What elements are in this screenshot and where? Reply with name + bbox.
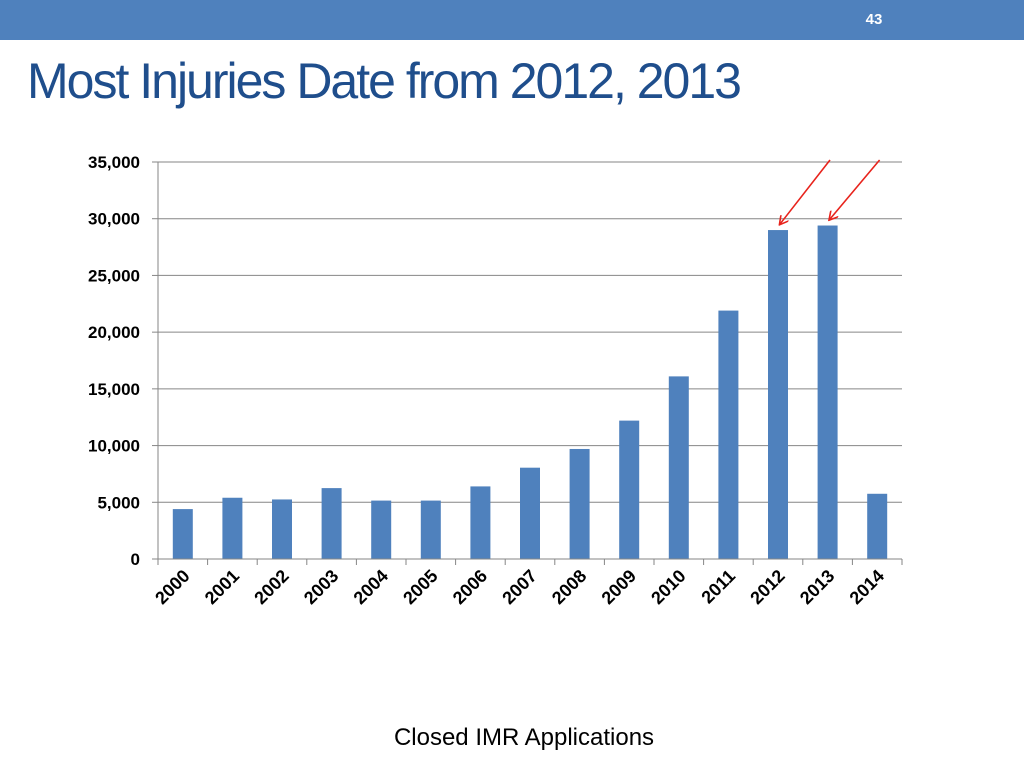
y-tick-label: 25,000	[88, 266, 140, 285]
bar-2008	[569, 448, 590, 559]
y-tick-label: 0	[131, 550, 140, 569]
bar-2005	[420, 500, 441, 559]
y-tick-label: 15,000	[88, 380, 140, 399]
bar-2011	[718, 310, 739, 559]
x-tick-label: 2002	[250, 566, 292, 608]
x-tick-label: 2012	[746, 566, 788, 608]
x-tick-label: 2001	[201, 566, 243, 608]
bar-2010	[668, 376, 689, 559]
bar-2001	[222, 497, 243, 559]
x-tick-label: 2014	[846, 566, 888, 608]
y-tick-label: 20,000	[88, 323, 140, 342]
bar-2012	[768, 230, 788, 560]
x-tick-label: 2004	[350, 566, 392, 608]
annotation-arrow-2013	[830, 159, 881, 220]
y-tick-label: 35,000	[88, 153, 140, 172]
x-tick-label: 2013	[796, 566, 838, 608]
bar-2009	[619, 420, 640, 559]
bar-2014	[867, 493, 888, 559]
bar-2013	[817, 225, 838, 559]
y-tick-label: 5,000	[97, 493, 140, 512]
x-tick-label: 2003	[300, 566, 342, 608]
x-tick-label: 2008	[548, 566, 590, 608]
x-tick-label: 2009	[598, 566, 640, 608]
chart-caption: Closed IMR Applications	[393, 724, 655, 751]
header-bar	[0, 0, 1024, 40]
bar-2006	[470, 486, 491, 559]
x-tick-label: 2010	[647, 566, 689, 608]
x-tick-label: 2000	[151, 566, 193, 608]
bar-2000	[172, 509, 193, 559]
bar-2002	[272, 499, 292, 559]
bar-2007	[520, 467, 540, 559]
y-tick-label: 10,000	[88, 437, 140, 456]
bar-2004	[371, 500, 392, 559]
x-tick-label: 2011	[697, 566, 739, 608]
annotation-arrow-2012	[780, 159, 831, 224]
slide-title: Most Injuries Date from 2012, 2013	[27, 53, 742, 109]
page-number: 43	[865, 11, 883, 28]
x-tick-label: 2006	[449, 566, 491, 608]
x-tick-label: 2005	[399, 566, 441, 608]
x-tick-label: 2007	[498, 566, 540, 608]
bar-2003	[321, 488, 342, 559]
y-tick-label: 30,000	[88, 210, 140, 229]
